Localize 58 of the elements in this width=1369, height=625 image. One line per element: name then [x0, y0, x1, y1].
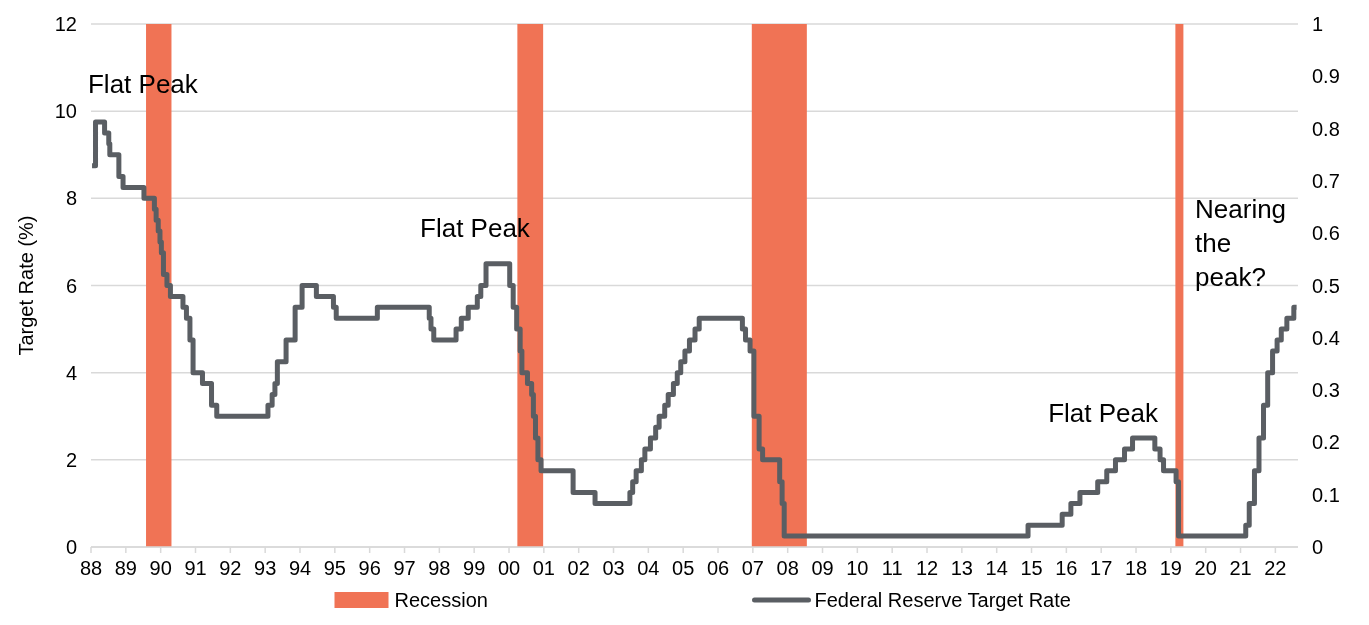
y2-tick-label: 1	[1312, 13, 1324, 35]
x-tick-label: 94	[288, 557, 312, 579]
x-tick-label: 97	[393, 557, 416, 579]
x-tick-label: 90	[149, 557, 172, 579]
y2-tick-label: 0.5	[1312, 274, 1340, 297]
x-tick-label: 99	[463, 557, 486, 579]
x-tick-label: 92	[219, 557, 242, 579]
y-tick-label: 2	[65, 448, 77, 471]
x-tick-label: 96	[358, 557, 381, 579]
y-tick-label: 0	[65, 536, 77, 558]
y-tick-label: 4	[65, 361, 77, 384]
y2-tick-label: 0.2	[1312, 431, 1340, 454]
x-tick-label: 88	[79, 557, 103, 579]
x-tick-label: 04	[637, 557, 660, 579]
x-tick-label: 14	[985, 557, 1008, 579]
x-tick-label: 91	[184, 557, 207, 579]
x-tick-label: 08	[776, 557, 799, 579]
x-tick-label: 15	[1020, 557, 1043, 579]
x-tick-label: 06	[706, 557, 730, 579]
x-tick-label: 13	[950, 557, 973, 579]
y2-tick-label: 0.1	[1312, 483, 1340, 506]
y2-tick-label: 0.7	[1312, 169, 1340, 192]
x-tick-label: 95	[323, 557, 346, 579]
x-tick-label: 09	[811, 557, 834, 579]
x-tick-label: 10	[846, 557, 869, 579]
x-tick-label: 16	[1055, 557, 1078, 579]
y-tick-label: 12	[54, 13, 77, 35]
annotation: Nearing the peak?	[1195, 194, 1287, 293]
y-tick-label: 8	[65, 187, 77, 210]
legend-label: Recession	[394, 589, 488, 611]
y-axis-title: Target Rate (%)	[15, 215, 37, 356]
y2-tick-label: 0.3	[1312, 379, 1340, 402]
x-tick-label: 21	[1229, 557, 1252, 579]
x-tick-label: 05	[672, 557, 695, 579]
x-tick-label: 22	[1264, 557, 1287, 579]
x-tick-label: 12	[915, 557, 939, 579]
x-tick-label: 11	[881, 557, 903, 579]
x-tick-label: 17	[1090, 557, 1113, 579]
x-tick-label: 03	[602, 557, 625, 579]
x-tick-label: 01	[532, 557, 555, 579]
y2-tick-label: 0.8	[1312, 117, 1340, 140]
y2-tick-label: 0.4	[1312, 326, 1340, 349]
annotation: Flat Peak	[1048, 398, 1159, 428]
x-tick-label: 00	[497, 557, 521, 579]
y-tick-label: 10	[54, 100, 77, 123]
y2-tick-label: 0.6	[1312, 222, 1340, 245]
x-tick-label: 93	[254, 557, 277, 579]
x-tick-label: 02	[567, 557, 590, 579]
x-tick-label: 20	[1194, 557, 1217, 579]
x-tick-label: 07	[741, 557, 764, 579]
x-tick-label: 18	[1124, 557, 1148, 579]
x-tick-label: 19	[1159, 557, 1182, 579]
x-tick-label: 89	[114, 557, 137, 579]
legend-label: Federal Reserve Target Rate	[814, 589, 1071, 611]
y-tick-label: 6	[65, 274, 77, 297]
x-tick-label: 98	[428, 557, 451, 579]
y2-tick-label: 0.9	[1312, 65, 1340, 88]
y2-tick-label: 0	[1312, 536, 1324, 558]
